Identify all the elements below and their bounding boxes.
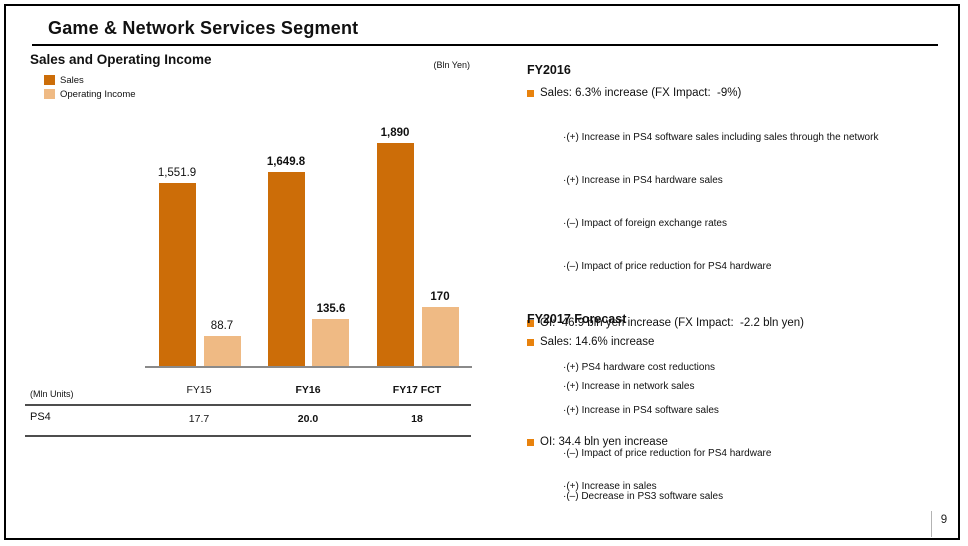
sub-bullet: ·(+) Increase in PS4 software sales incl…	[563, 131, 879, 143]
bullet-square-icon	[527, 339, 534, 346]
category-label-fy15: FY15	[186, 384, 212, 396]
fy2016-oi-bullet: OI: 46.9 bln yen increase (FX Impact: -2…	[527, 317, 963, 329]
legend-label: Operating Income	[60, 88, 136, 100]
sub-bullet: ·(+) PS4 hardware cost reductions	[563, 361, 716, 373]
ps4-units-fy16: 20.0	[297, 413, 319, 425]
table-row-label-ps4: PS4	[30, 411, 51, 423]
sub-bullet: ·(+) Increase in PS4 hardware sales	[563, 175, 723, 187]
page-number: 9	[940, 514, 948, 526]
bullet-square-icon	[527, 319, 534, 327]
table-rule-bottom	[25, 435, 471, 437]
category-label-fy16: FY16	[295, 384, 321, 396]
sales-value-fy16: 1,649.8	[266, 155, 306, 168]
operating-income-value-fy15: 88.7	[210, 320, 234, 332]
fy2017-heading: FY2017 Forecast	[527, 312, 627, 326]
sub-bullet: ·(–) Impact of foreign exchange rates	[563, 218, 727, 230]
ps4-units-fy17: 18	[411, 413, 423, 425]
sales-bar-fy17	[377, 143, 414, 368]
page-title: Game & Network Services Segment	[48, 18, 359, 38]
sales-bar-fy15	[159, 183, 196, 368]
fy2016-oi-subbullets: ·(+) PS4 hardware cost reductions ·(+) I…	[563, 332, 963, 534]
fy2017-sales-subbullets: ·(+) Increase in network sales	[563, 351, 963, 423]
bullet-text: Sales: 14.6% increase	[540, 336, 655, 348]
sub-bullet: ·(–) Impact of price reduction for PS4 h…	[563, 447, 772, 459]
fy2017-oi-subbullets: ·(+) Increase in sales	[563, 451, 963, 523]
sub-bullet: ·(–) Impact of price reduction for PS4 h…	[563, 261, 772, 273]
operating-income-bar-fy16	[312, 319, 349, 368]
ps4-units-fy15: 17.7	[188, 413, 210, 425]
fy2017-oi-bullet: OI: 34.4 bln yen increase	[527, 436, 963, 448]
table-rule-top	[25, 404, 471, 406]
category-label-fy17: FY17 FCT	[392, 384, 442, 396]
chart-legend: Sales Operating Income	[44, 73, 136, 101]
fy2016-sales-subbullets: ·(+) Increase in PS4 software sales incl…	[563, 102, 963, 304]
legend-item-sales: Sales	[44, 73, 136, 87]
bullet-text: OI: 46.9 bln yen increase (FX Impact: -2…	[540, 316, 804, 329]
operating-income-bar-fy15	[204, 336, 241, 368]
operating-income-bar-fy17	[422, 306, 459, 368]
operating-income-swatch-icon	[44, 89, 55, 99]
operating-income-value-fy16: 135.6	[316, 303, 346, 316]
bullet-text: OI: 34.4 bln yen increase	[540, 436, 668, 449]
operating-income-value-fy17: 170	[430, 290, 450, 303]
sub-bullet: ·(+) Increase in sales	[563, 480, 657, 492]
chart-unit-label: (Bln Yen)	[433, 60, 470, 70]
bullet-square-icon	[527, 90, 534, 97]
fy2017-section: FY2017 Forecast Sales: 14.6% increase ·(…	[527, 312, 963, 523]
units-table-unit-label: (Mln Units)	[30, 389, 74, 399]
sales-value-fy15: 1,551.9	[157, 167, 197, 180]
sub-bullet: ·(–) Decrease in PS3 software sales	[563, 491, 724, 503]
legend-label: Sales	[60, 74, 84, 86]
sales-swatch-icon	[44, 75, 55, 85]
fy2016-sales-bullet: Sales: 6.3% increase (FX Impact: -9%)	[527, 87, 963, 99]
bullet-text: Sales: 6.3% increase (FX Impact: -9%)	[540, 87, 742, 99]
fy2017-sales-bullet: Sales: 14.6% increase	[527, 336, 963, 348]
page-number-divider	[931, 511, 932, 537]
fy2016-heading: FY2016	[527, 63, 571, 77]
sales-bar-fy16	[268, 171, 305, 368]
sales-value-fy17: 1,890	[380, 127, 410, 140]
x-axis-line	[145, 366, 472, 368]
sub-bullet: ·(+) Increase in network sales	[563, 380, 695, 392]
bullet-square-icon	[527, 439, 534, 447]
fy2016-section: FY2016 Sales: 6.3% increase (FX Impact: …	[527, 63, 963, 533]
sub-bullet: ·(+) Increase in PS4 software sales	[563, 404, 719, 416]
title-underline	[32, 44, 938, 46]
chart-title: Sales and Operating Income	[30, 52, 212, 67]
legend-item-operating-income: Operating Income	[44, 87, 136, 101]
